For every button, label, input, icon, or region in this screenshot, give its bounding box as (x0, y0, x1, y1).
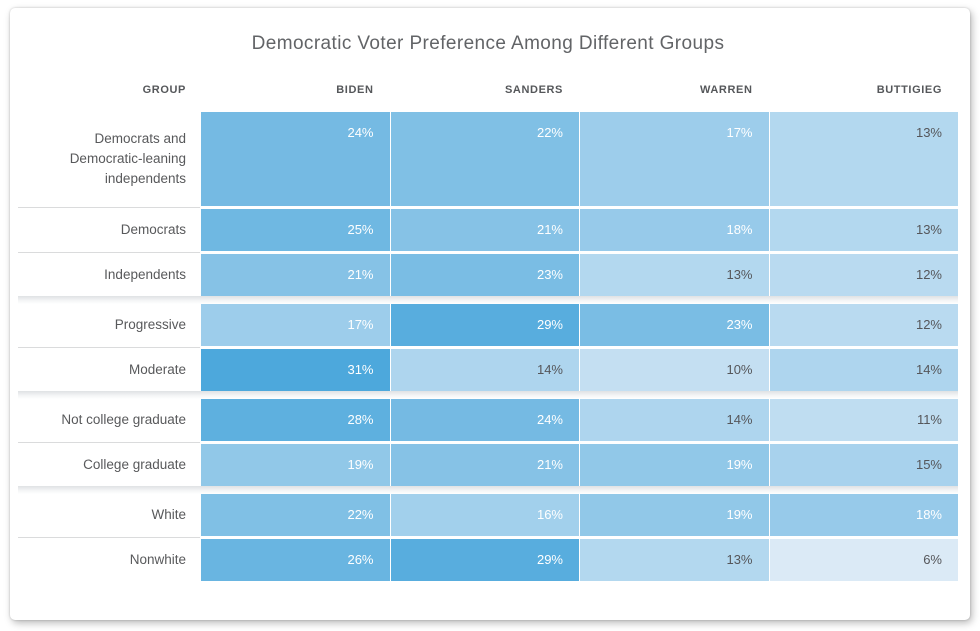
chart-card: Democratic Voter Preference Among Differ… (10, 8, 970, 620)
heatmap-cell-white-warren: 19% (579, 494, 769, 536)
row-label-text: Not college graduate (61, 412, 186, 427)
table-row-college-graduate: College graduate 19% 21% 19% 15% (18, 444, 958, 486)
heatmap-cell-college-graduate-sanders: 21% (389, 444, 579, 486)
row-label-text: Progressive (114, 317, 186, 332)
section-divider (18, 391, 958, 399)
table-row-democrats: Democrats 25% 21% 18% 13% (18, 209, 958, 251)
row-divider (18, 206, 958, 209)
chart-title: Democratic Voter Preference Among Differ… (251, 33, 725, 54)
table-row-progressive: Progressive 17% 29% 23% 12% (18, 304, 958, 346)
row-label-text: Nonwhite (129, 552, 186, 567)
row-label-text: Moderate (128, 362, 186, 377)
section-divider (18, 296, 958, 304)
row-divider-line (18, 347, 200, 348)
column-header-biden: BIDEN (336, 84, 374, 96)
row-divider (18, 346, 958, 349)
column-header-warren: WARREN (700, 84, 753, 96)
heatmap-cell-white-buttigieg: 18% (768, 494, 958, 536)
heatmap-cell-nonwhite-buttigieg: 6% (768, 539, 958, 581)
heatmap-cell-democrats-buttigieg: 13% (768, 209, 958, 251)
heatmap-cell-not-college-graduate-sanders: 24% (389, 399, 579, 441)
heatmap-cell-democrats-biden: 25% (200, 209, 390, 251)
heatmap-cell-moderate-warren: 10% (579, 349, 769, 391)
table-row-moderate: Moderate 31% 14% 10% 14% (18, 349, 958, 391)
heatmap-cell-democrats-and-democratic-leaning-independents-warren: 17% (579, 112, 769, 206)
row-label: Progressive (18, 304, 200, 346)
row-label-text: Democrats and Democratic-leaning indepen… (69, 131, 186, 186)
heatmap-cell-progressive-warren: 23% (579, 304, 769, 346)
row-divider (18, 536, 958, 539)
heatmap-cell-college-graduate-warren: 19% (579, 444, 769, 486)
column-header-sanders: SANDERS (505, 84, 563, 96)
row-divider-line (18, 442, 200, 443)
row-label-text: College graduate (83, 457, 186, 472)
row-label: Not college graduate (18, 399, 200, 441)
heatmap-cell-moderate-buttigieg: 14% (768, 349, 958, 391)
heatmap-cell-moderate-biden: 31% (200, 349, 390, 391)
heatmap-cell-democrats-warren: 18% (579, 209, 769, 251)
table-row-democrats-and-democratic-leaning-independents: Democrats and Democratic-leaning indepen… (18, 112, 958, 206)
row-label-text: Independents (104, 267, 186, 282)
heatmap-cell-democrats-and-democratic-leaning-independents-buttigieg: 13% (768, 112, 958, 206)
column-header-group: GROUP (142, 84, 186, 96)
row-label: Moderate (18, 349, 200, 391)
heatmap-cell-progressive-sanders: 29% (389, 304, 579, 346)
heatmap-cell-democrats-sanders: 21% (389, 209, 579, 251)
heatmap-cell-independents-warren: 13% (579, 254, 769, 296)
row-divider (18, 441, 958, 444)
row-label: Democrats (18, 209, 200, 251)
row-label-text: White (151, 507, 186, 522)
table-row-not-college-graduate: Not college graduate 28% 24% 14% 11% (18, 399, 958, 441)
heatmap-cell-college-graduate-biden: 19% (200, 444, 390, 486)
heatmap-cell-nonwhite-warren: 13% (579, 539, 769, 581)
heatmap-table: Democrats and Democratic-leaning indepen… (18, 112, 958, 581)
heatmap-cell-white-biden: 22% (200, 494, 390, 536)
heatmap-cell-independents-biden: 21% (200, 254, 390, 296)
heatmap-cell-democrats-and-democratic-leaning-independents-biden: 24% (200, 112, 390, 206)
table-header-row: GROUP BIDEN SANDERS WARREN BUTTIGIEG (18, 84, 958, 96)
table-row-white: White 22% 16% 19% 18% (18, 494, 958, 536)
heatmap-cell-democrats-and-democratic-leaning-independents-sanders: 22% (389, 112, 579, 206)
heatmap-cell-white-sanders: 16% (389, 494, 579, 536)
row-divider-line (18, 207, 200, 208)
row-label: Independents (18, 254, 200, 296)
heatmap-cell-progressive-biden: 17% (200, 304, 390, 346)
heatmap-cell-not-college-graduate-warren: 14% (579, 399, 769, 441)
row-label: Nonwhite (18, 539, 200, 581)
heatmap-cell-nonwhite-biden: 26% (200, 539, 390, 581)
heatmap-cell-independents-buttigieg: 12% (768, 254, 958, 296)
row-divider (18, 251, 958, 254)
heatmap-cell-not-college-graduate-buttigieg: 11% (768, 399, 958, 441)
row-label: College graduate (18, 444, 200, 486)
row-label-text: Democrats (120, 222, 186, 237)
heatmap-cell-moderate-sanders: 14% (389, 349, 579, 391)
row-label: Democrats and Democratic-leaning indepen… (18, 112, 200, 206)
table-row-nonwhite: Nonwhite 26% 29% 13% 6% (18, 539, 958, 581)
heatmap-cell-independents-sanders: 23% (389, 254, 579, 296)
section-divider (18, 486, 958, 494)
heatmap-cell-college-graduate-buttigieg: 15% (768, 444, 958, 486)
row-divider-line (18, 537, 200, 538)
heatmap-cell-progressive-buttigieg: 12% (768, 304, 958, 346)
row-label: White (18, 494, 200, 536)
heatmap-cell-not-college-graduate-biden: 28% (200, 399, 390, 441)
column-header-buttigieg: BUTTIGIEG (876, 84, 942, 96)
row-divider-line (18, 252, 200, 253)
heatmap-cell-nonwhite-sanders: 29% (389, 539, 579, 581)
table-row-independents: Independents 21% 23% 13% 12% (18, 254, 958, 296)
